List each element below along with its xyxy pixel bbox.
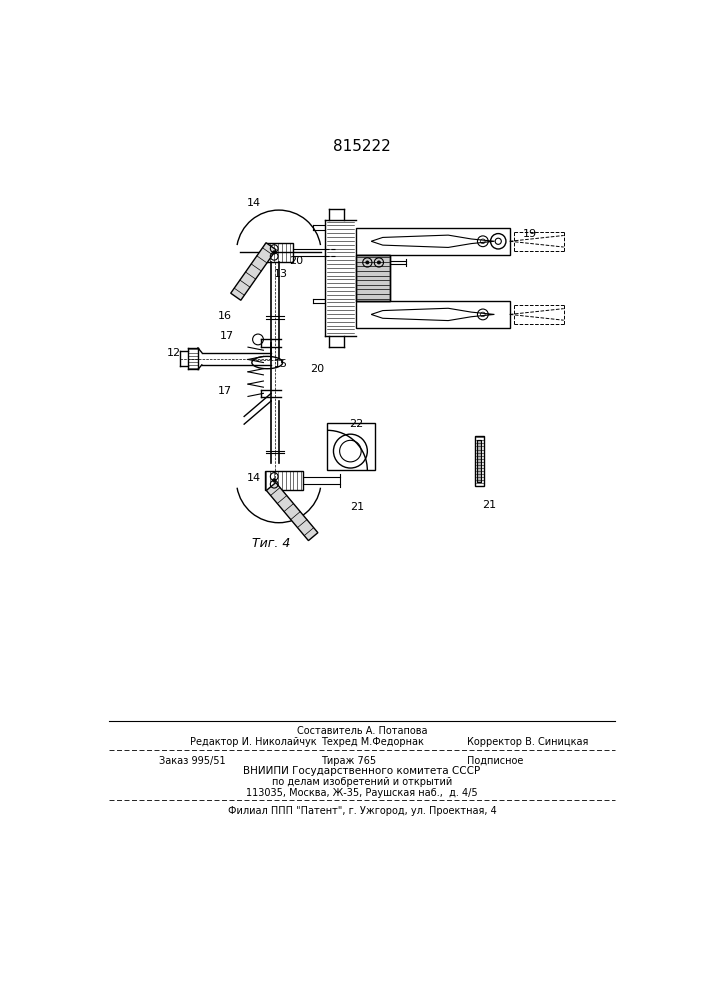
Text: 17: 17 bbox=[218, 386, 232, 396]
Circle shape bbox=[366, 261, 369, 264]
Text: 17: 17 bbox=[219, 331, 233, 341]
Text: 113035, Москва, Ж-35, Раушская наб.,  д. 4/5: 113035, Москва, Ж-35, Раушская наб., д. … bbox=[246, 788, 478, 798]
Text: 815222: 815222 bbox=[333, 139, 391, 154]
Text: 22: 22 bbox=[349, 419, 363, 429]
Bar bbox=[265, 471, 303, 490]
Text: 16: 16 bbox=[218, 311, 232, 321]
Polygon shape bbox=[230, 243, 276, 300]
Text: Редактор И. Николайчук: Редактор И. Николайчук bbox=[190, 737, 317, 747]
Text: Корректор В. Синицкая: Корректор В. Синицкая bbox=[467, 737, 589, 747]
Bar bbox=[265, 243, 293, 262]
Text: Техред М.Федорнак: Техред М.Федорнак bbox=[321, 737, 424, 747]
Text: 12: 12 bbox=[167, 348, 181, 358]
Bar bbox=[475, 436, 484, 486]
Text: ВНИИПИ Государственного комитета СССР: ВНИИПИ Государственного комитета СССР bbox=[243, 766, 481, 776]
Text: 15: 15 bbox=[274, 359, 287, 369]
Text: Подписное: Подписное bbox=[467, 756, 524, 766]
Text: 13: 13 bbox=[274, 269, 288, 279]
Circle shape bbox=[273, 251, 276, 254]
Bar bbox=[356, 228, 510, 255]
Text: Τиг. 4: Τиг. 4 bbox=[252, 537, 291, 550]
Bar bbox=[477, 440, 481, 482]
Bar bbox=[356, 301, 510, 328]
Text: 20: 20 bbox=[310, 364, 325, 374]
Text: 14: 14 bbox=[247, 198, 261, 208]
Bar bbox=[356, 255, 390, 301]
Text: Тираж 765: Тираж 765 bbox=[321, 756, 376, 766]
Circle shape bbox=[378, 261, 380, 264]
Bar bbox=[477, 440, 481, 482]
Text: Составитель А. Потапова: Составитель А. Потапова bbox=[297, 726, 427, 736]
Polygon shape bbox=[267, 483, 318, 541]
Circle shape bbox=[273, 479, 276, 482]
Text: 20: 20 bbox=[288, 256, 303, 266]
Text: Филиал ППП "Патент", г. Ужгород, ул. Проектная, 4: Филиал ППП "Патент", г. Ужгород, ул. Про… bbox=[228, 806, 496, 816]
Text: 19: 19 bbox=[522, 229, 537, 239]
Text: Заказ 995/51: Заказ 995/51 bbox=[160, 756, 226, 766]
Text: 21: 21 bbox=[482, 500, 496, 510]
Text: 14: 14 bbox=[247, 473, 261, 483]
Bar bbox=[356, 255, 390, 301]
Text: 21: 21 bbox=[350, 502, 364, 512]
Text: по делам изобретений и открытий: по делам изобретений и открытий bbox=[271, 777, 452, 787]
